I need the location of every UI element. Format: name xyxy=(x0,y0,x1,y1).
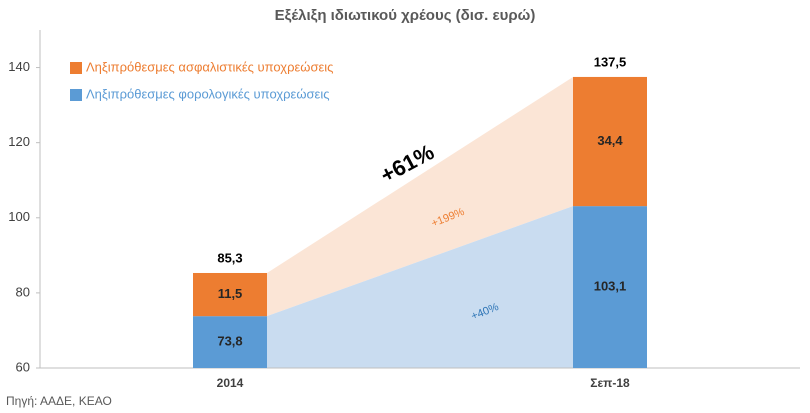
data-label: 103,1 xyxy=(594,279,627,294)
legend-label: Ληξιπρόθεσμες φορολογικές υποχρεώσεις xyxy=(86,86,329,101)
y-tick-label: 60 xyxy=(16,359,30,374)
y-tick-label: 140 xyxy=(8,59,30,74)
bar-segment xyxy=(573,76,647,207)
legend-swatch xyxy=(70,62,82,74)
bar-segment xyxy=(193,316,267,368)
data-label: 73,8 xyxy=(217,334,242,349)
chart-title: Εξέλιξη ιδιωτικού χρέους (δισ. ευρώ) xyxy=(275,7,536,24)
x-tick-label: Σεπ-18 xyxy=(590,376,630,390)
connector-area xyxy=(267,206,573,368)
bar-segment xyxy=(193,272,267,317)
y-tick-label: 80 xyxy=(16,284,30,299)
total-label: 85,3 xyxy=(217,250,242,265)
data-label: 34,4 xyxy=(597,133,623,148)
legend-label: Ληξιπρόθεσμες ασφαλιστικές υποχρεώσεις xyxy=(86,59,333,74)
x-tick-label: 2014 xyxy=(217,376,244,390)
y-tick-label: 100 xyxy=(8,209,30,224)
source-note: Πηγή: ΑΑΔΕ, ΚΕΑΟ xyxy=(6,394,112,408)
connector-area xyxy=(267,76,573,317)
legend-swatch xyxy=(70,89,82,101)
total-label: 137,5 xyxy=(594,54,627,69)
data-label: 11,5 xyxy=(218,286,243,301)
bar-segment xyxy=(573,206,647,368)
y-tick-label: 120 xyxy=(8,134,30,149)
